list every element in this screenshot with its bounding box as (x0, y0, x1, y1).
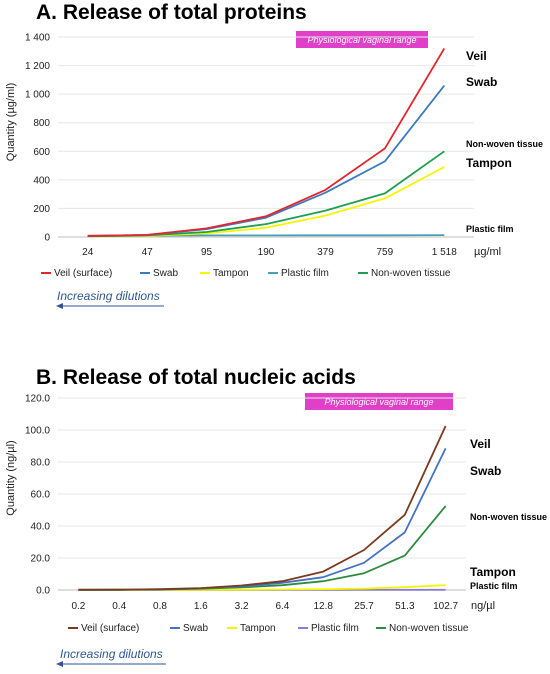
x-tick-label: 24 (82, 247, 94, 258)
chart-b-title: B. Release of total nucleic acids (36, 366, 356, 389)
chart-a-title: A. Release of total proteins (36, 1, 307, 24)
y-tick-label: 0.0 (36, 586, 50, 597)
chart-b-dilution-arrowhead (56, 661, 63, 667)
y-tick-label: 20.0 (31, 554, 51, 565)
y-tick-label: 80.0 (31, 458, 51, 469)
chart-a-x-ticks: 24 47 95 190 379 759 1 518 (82, 247, 457, 258)
chart-a-series-tampon (87, 166, 445, 238)
x-tick-label: 190 (258, 247, 275, 258)
chart-b-x-ticks: 0.2 0.4 0.8 1.6 3.2 6.4 12.8 25.7 51.3 102.7 (71, 601, 458, 612)
chart-a-dilution-note: Increasing dilutions (57, 289, 160, 303)
chart-b: B. Release of total nucleic acids Physio… (5, 366, 547, 667)
chart-a-y-axis-label: Quantity (µg/ml) (5, 83, 17, 161)
chart-b-series-non-woven-tissue (78, 505, 447, 591)
y-tick-label: 600 (33, 147, 50, 158)
x-tick-label: 47 (142, 247, 154, 258)
chart-a-y-ticks: 0 200 400 600 800 1 000 1 200 1 400 (25, 33, 474, 244)
x-tick-label: 759 (377, 247, 394, 258)
series-end-label: Veil (466, 49, 487, 63)
x-tick-label: 95 (201, 247, 213, 258)
legend-entry: Veil (surface) (81, 623, 139, 634)
y-tick-label: 800 (33, 118, 50, 129)
x-tick-label: 1 518 (432, 247, 457, 258)
x-tick-label: 102.7 (433, 601, 458, 612)
legend-entry: Non-woven tissue (371, 268, 451, 279)
y-tick-label: 0 (44, 233, 50, 244)
series-end-label: Swab (466, 75, 497, 89)
y-tick-label: 100.0 (25, 426, 50, 437)
series-end-label: Tampon (470, 565, 516, 579)
chart-b-y-axis-label: Quantity (ng/µl) (5, 440, 17, 515)
chart-a-x-unit: µg/ml (474, 246, 501, 258)
series-end-label: Non-woven tissue (466, 139, 543, 149)
x-tick-label: 0.8 (153, 601, 167, 612)
x-tick-label: 12.8 (313, 601, 333, 612)
chart-b-banner (305, 393, 453, 410)
series-end-label: Plastic film (470, 581, 518, 591)
chart-b-series (78, 425, 447, 591)
chart-b-banner-label: Physiological vaginal range (324, 397, 433, 407)
y-tick-label: 120.0 (25, 394, 50, 405)
series-end-label: Swab (470, 464, 501, 478)
y-tick-label: 60.0 (31, 490, 51, 501)
chart-b-end-labels: Veil Swab Tampon Plastic film Non-woven tiss… (470, 437, 547, 591)
chart-b-series-swab (78, 448, 447, 591)
chart-b-series-veil-surface (78, 425, 447, 591)
chart-b-x-unit: ng/µl (471, 600, 495, 612)
legend-entry: Swab (183, 623, 208, 634)
legend-entry: Non-woven tissue (389, 623, 469, 634)
x-tick-label: 0.4 (112, 601, 126, 612)
chart-b-legend: Veil (surface) Swab Tampon Plastic film Non-… (68, 623, 469, 634)
chart-a: A. Release of total proteins Physiologic… (5, 1, 543, 309)
y-tick-label: 1 000 (25, 90, 50, 101)
chart-a-series (87, 47, 446, 238)
chart-a-end-labels: Veil Swab Tampon Plastic film Non-woven tiss… (466, 49, 543, 234)
series-end-label: Tampon (466, 156, 512, 170)
y-tick-label: 1 200 (25, 61, 50, 72)
y-tick-label: 40.0 (31, 522, 51, 533)
chart-b-y-ticks: 0.0 20.0 40.0 60.0 80.0 100.0 120.0 (25, 394, 466, 597)
series-end-label: Plastic film (466, 224, 514, 234)
chart-a-dilution-arrowhead (56, 303, 63, 309)
x-tick-label: 6.4 (275, 601, 289, 612)
y-tick-label: 400 (33, 175, 50, 186)
y-tick-label: 200 (33, 204, 50, 215)
chart-a-series-non-woven-tissue (87, 150, 445, 238)
series-end-label: Non-woven tissue (470, 512, 547, 522)
legend-entry: Veil (surface) (54, 268, 112, 279)
x-tick-label: 25.7 (354, 601, 374, 612)
legend-entry: Swab (153, 268, 178, 279)
chart-a-banner (296, 31, 428, 48)
x-tick-label: 51.3 (395, 601, 415, 612)
legend-entry: Plastic film (311, 623, 359, 634)
chart-a-series-swab (87, 85, 446, 237)
x-tick-label: 1.6 (194, 601, 208, 612)
legend-entry: Tampon (213, 268, 249, 279)
chart-a-legend: Veil (surface) Swab Tampon Plastic film Non-… (41, 268, 451, 279)
series-end-label: Veil (470, 437, 491, 451)
x-tick-label: 379 (317, 247, 334, 258)
x-tick-label: 3.2 (235, 601, 249, 612)
x-tick-label: 0.2 (71, 601, 85, 612)
chart-a-series-veil-surface (87, 47, 446, 237)
legend-entry: Tampon (240, 623, 276, 634)
chart-a-banner-label: Physiological vaginal range (307, 35, 416, 45)
legend-entry: Plastic film (281, 268, 329, 279)
y-tick-label: 1 400 (25, 33, 50, 44)
chart-b-dilution-note: Increasing dilutions (60, 647, 163, 661)
